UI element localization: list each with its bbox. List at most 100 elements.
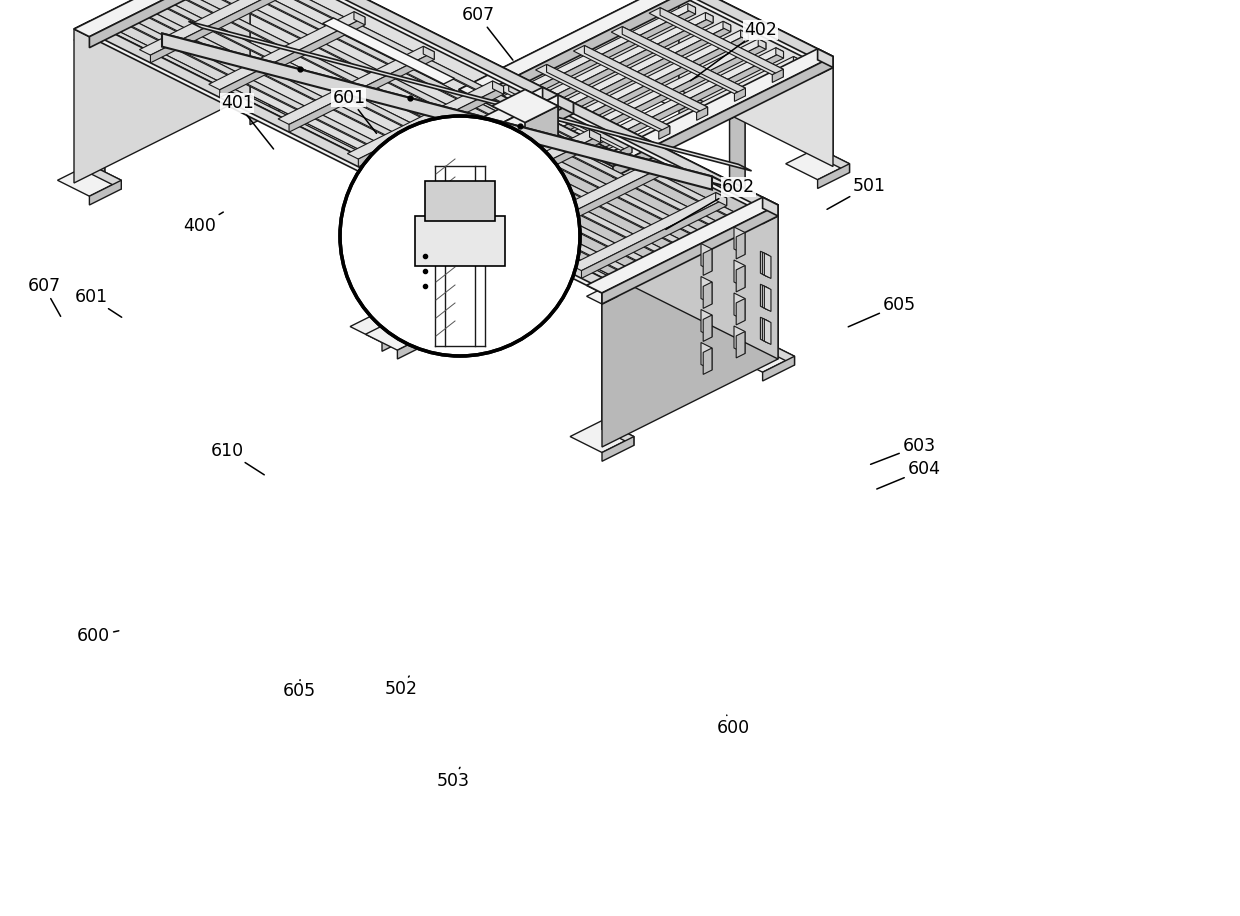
Polygon shape bbox=[652, 161, 663, 174]
Polygon shape bbox=[611, 60, 801, 161]
Polygon shape bbox=[74, 21, 397, 183]
Polygon shape bbox=[760, 317, 768, 343]
Polygon shape bbox=[89, 21, 397, 186]
Polygon shape bbox=[234, 0, 558, 103]
Polygon shape bbox=[723, 21, 730, 32]
Text: 402: 402 bbox=[691, 21, 777, 81]
Polygon shape bbox=[481, 153, 498, 261]
Polygon shape bbox=[459, 0, 694, 97]
Polygon shape bbox=[758, 38, 766, 49]
Polygon shape bbox=[250, 0, 558, 249]
Polygon shape bbox=[542, 25, 730, 126]
Polygon shape bbox=[424, 166, 629, 275]
Polygon shape bbox=[423, 47, 434, 60]
Polygon shape bbox=[233, 0, 533, 115]
Polygon shape bbox=[114, 29, 407, 181]
Polygon shape bbox=[558, 95, 573, 114]
Polygon shape bbox=[594, 51, 784, 153]
Polygon shape bbox=[382, 311, 414, 335]
Polygon shape bbox=[764, 253, 771, 278]
Text: 600: 600 bbox=[717, 715, 750, 736]
Polygon shape bbox=[399, 175, 407, 186]
Polygon shape bbox=[649, 7, 784, 75]
Polygon shape bbox=[481, 145, 498, 252]
Polygon shape bbox=[680, 79, 711, 104]
Polygon shape bbox=[74, 32, 105, 48]
Polygon shape bbox=[763, 216, 777, 366]
Polygon shape bbox=[817, 60, 833, 167]
Polygon shape bbox=[415, 216, 505, 266]
Polygon shape bbox=[526, 112, 738, 218]
Polygon shape bbox=[773, 70, 784, 82]
Polygon shape bbox=[367, 179, 397, 194]
Polygon shape bbox=[366, 318, 429, 350]
Polygon shape bbox=[703, 315, 712, 342]
Polygon shape bbox=[107, 29, 407, 179]
Polygon shape bbox=[647, 79, 711, 111]
Polygon shape bbox=[350, 311, 414, 343]
Polygon shape bbox=[543, 246, 574, 271]
Polygon shape bbox=[382, 186, 397, 337]
Polygon shape bbox=[640, 259, 647, 270]
Polygon shape bbox=[508, 83, 632, 153]
Polygon shape bbox=[455, 135, 600, 215]
Polygon shape bbox=[680, 0, 694, 105]
Polygon shape bbox=[589, 129, 600, 143]
Polygon shape bbox=[454, 148, 666, 254]
Polygon shape bbox=[703, 282, 712, 309]
Polygon shape bbox=[382, 179, 397, 329]
Polygon shape bbox=[525, 90, 558, 139]
Polygon shape bbox=[558, 95, 777, 359]
Polygon shape bbox=[492, 81, 503, 94]
Polygon shape bbox=[729, 112, 745, 218]
Polygon shape bbox=[523, 16, 713, 117]
Polygon shape bbox=[461, 148, 666, 256]
Polygon shape bbox=[734, 227, 745, 255]
Polygon shape bbox=[558, 114, 573, 265]
Polygon shape bbox=[57, 164, 122, 196]
Polygon shape bbox=[817, 49, 833, 68]
Polygon shape bbox=[492, 90, 558, 123]
Polygon shape bbox=[215, 0, 516, 125]
Polygon shape bbox=[601, 437, 634, 462]
Polygon shape bbox=[575, 35, 606, 49]
Text: 600: 600 bbox=[77, 627, 119, 645]
Polygon shape bbox=[367, 87, 558, 183]
Circle shape bbox=[340, 116, 580, 356]
Polygon shape bbox=[587, 48, 784, 147]
Polygon shape bbox=[663, 0, 833, 64]
Polygon shape bbox=[582, 198, 727, 278]
Polygon shape bbox=[139, 0, 295, 55]
Polygon shape bbox=[289, 52, 434, 132]
Polygon shape bbox=[475, 0, 694, 108]
Polygon shape bbox=[701, 343, 712, 370]
Polygon shape bbox=[730, 214, 738, 224]
Polygon shape bbox=[205, 0, 497, 136]
Polygon shape bbox=[591, 123, 622, 147]
Polygon shape bbox=[794, 57, 801, 67]
Polygon shape bbox=[613, 57, 833, 178]
Polygon shape bbox=[161, 2, 461, 152]
Polygon shape bbox=[737, 266, 745, 292]
Polygon shape bbox=[573, 46, 708, 113]
Polygon shape bbox=[169, 2, 461, 155]
Polygon shape bbox=[729, 208, 761, 233]
Polygon shape bbox=[179, 0, 479, 143]
Polygon shape bbox=[577, 43, 766, 144]
Polygon shape bbox=[817, 147, 849, 172]
Polygon shape bbox=[558, 106, 573, 256]
Polygon shape bbox=[591, 42, 606, 149]
Polygon shape bbox=[518, 167, 663, 246]
Polygon shape bbox=[570, 420, 634, 453]
Polygon shape bbox=[760, 251, 768, 277]
Polygon shape bbox=[611, 27, 745, 93]
Polygon shape bbox=[604, 57, 801, 155]
Polygon shape bbox=[223, 0, 516, 127]
Polygon shape bbox=[817, 57, 833, 75]
Polygon shape bbox=[197, 0, 497, 134]
Polygon shape bbox=[397, 103, 573, 202]
Polygon shape bbox=[543, 95, 777, 213]
Polygon shape bbox=[817, 164, 849, 189]
Text: 501: 501 bbox=[827, 177, 887, 210]
Polygon shape bbox=[347, 81, 503, 159]
